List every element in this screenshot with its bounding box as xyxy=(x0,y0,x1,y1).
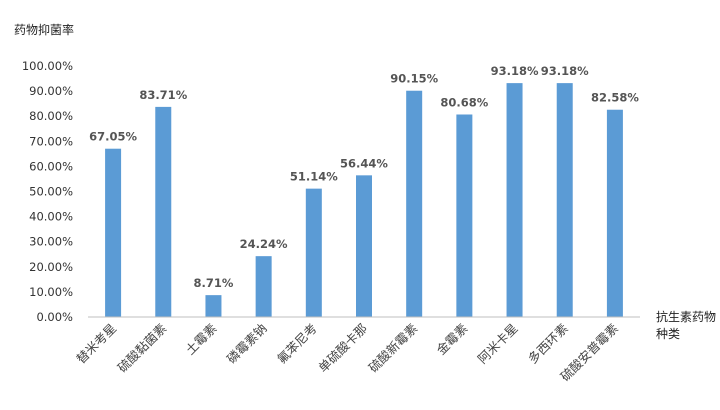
x-tick-label: 单硫酸卡那 xyxy=(315,321,370,376)
y-tick-label: 50.00% xyxy=(29,185,73,199)
data-label: 90.15% xyxy=(390,72,438,86)
y-axis-ticks: 0.00% 10.00% 20.00% 30.00% 40.00% 50.00% 60.00… xyxy=(22,59,73,324)
bar xyxy=(356,175,372,317)
x-tick-label: 金霉素 xyxy=(433,321,470,358)
y-tick-label: 70.00% xyxy=(29,134,73,148)
y-tick-label: 60.00% xyxy=(29,159,73,173)
x-tick-label: 多西环素 xyxy=(525,321,571,367)
x-tick-label: 硫酸新霉素 xyxy=(365,321,420,376)
bar xyxy=(105,148,122,317)
y-tick-label: 80.00% xyxy=(29,109,73,123)
x-tick-label: 磷霉素钠 xyxy=(224,321,270,367)
bar xyxy=(506,83,523,318)
data-label: 80.68% xyxy=(440,95,488,109)
bar xyxy=(606,109,623,317)
x-tick-label: 替米考星 xyxy=(73,321,119,367)
data-label: 56.44% xyxy=(340,156,388,170)
y-tick-label: 90.00% xyxy=(29,84,73,98)
y-tick-label: 10.00% xyxy=(29,285,73,299)
y-tick-label: 100.00% xyxy=(22,59,73,73)
data-labels: 67.05% 83.71% 8.71% 24.24% 51.14%56.44% 90.15… xyxy=(89,64,639,290)
data-label: 8.71% xyxy=(194,276,234,290)
y-tick-label: 30.00% xyxy=(29,235,73,249)
y-tick-label: 20.00% xyxy=(29,260,73,274)
y-axis-title: 药物抑菌率 xyxy=(14,22,74,37)
bar xyxy=(556,83,573,318)
data-label: 67.05% xyxy=(89,130,137,144)
bars xyxy=(105,83,623,318)
x-axis-title-line-2: 种类 xyxy=(656,327,680,341)
data-label: 51.14% xyxy=(290,170,338,184)
data-label: 83.71% xyxy=(139,88,187,102)
x-tick-label: 氟苯尼考 xyxy=(274,321,320,367)
y-tick-label: 40.00% xyxy=(29,210,73,224)
bar xyxy=(155,106,172,317)
data-label: 93.18% xyxy=(541,64,589,78)
x-axis-title-line-1: 抗生素药物 xyxy=(656,309,716,324)
x-tick-label: 阿米卡星 xyxy=(475,321,521,367)
bar xyxy=(255,256,272,317)
x-tick-label: 土霉素 xyxy=(182,321,219,358)
bar xyxy=(305,188,322,317)
bar xyxy=(205,295,222,317)
x-tick-label: 硫酸黏菌素 xyxy=(115,321,170,376)
bar xyxy=(406,90,423,317)
data-label: 24.24% xyxy=(240,237,288,251)
y-tick-label: 0.00% xyxy=(36,310,73,324)
data-label: 93.18% xyxy=(491,64,539,78)
bar xyxy=(456,114,473,318)
data-label: 82.58% xyxy=(591,91,639,105)
